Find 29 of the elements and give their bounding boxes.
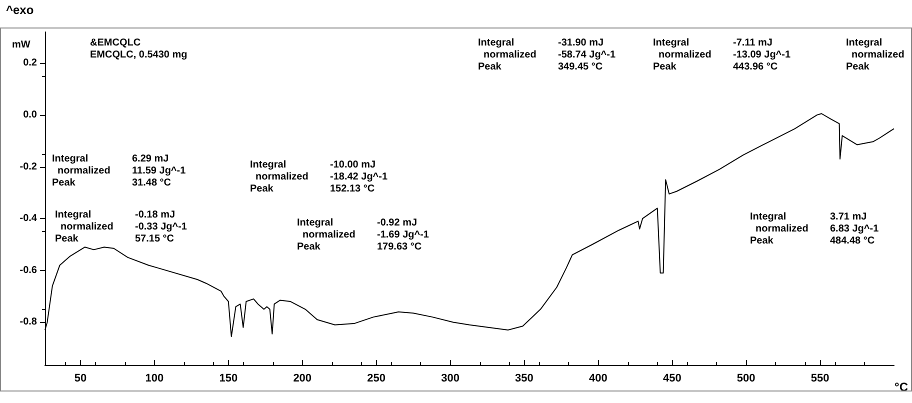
text: Integral -0.92 mJ normalized -1.69 Jg^-1 Peak 179.63 °C bbox=[297, 218, 429, 252]
x-tick-label: 150 bbox=[219, 372, 238, 384]
x-tick-label: 450 bbox=[662, 372, 682, 384]
y-tick-label: -0.4 bbox=[20, 213, 38, 224]
y-tick-label: 0.2 bbox=[23, 58, 38, 69]
x-tick-label: 50 bbox=[74, 372, 87, 384]
x-tick-label: 200 bbox=[293, 372, 312, 384]
text: Integral -10.00 mJ normalized -18.42 Jg^-1 Peak 152.13 °C bbox=[250, 160, 388, 194]
y-tick-label: 0.0 bbox=[23, 109, 38, 120]
x-tick-label: 350 bbox=[515, 372, 534, 384]
annotation: &EMCQLC EMCQLC, 0.5430 mg bbox=[90, 38, 188, 60]
x-tick-label: 100 bbox=[145, 372, 164, 384]
x-tick-label: 300 bbox=[441, 372, 460, 384]
text: Integral -7.11 mJ normalized -13.09 Jg^-1 Peak 443.96 °C bbox=[653, 38, 791, 72]
text: Integral 3.71 mJ normalized 6.83 Jg^-1 Peak 484.48 °C bbox=[750, 212, 879, 246]
x-tick-label: 550 bbox=[810, 372, 830, 384]
text: Integral 6.29 mJ normalized 11.59 Jg^-1 Peak 31.48 °C bbox=[52, 154, 186, 188]
text: Integral -31.90 mJ normalized -58.74 Jg^-1 Peak 349.45 °C bbox=[478, 38, 616, 72]
x-tick-label: 400 bbox=[589, 372, 608, 384]
text: Integral -0.18 mJ normalized -0.33 Jg^-1 Peak 57.15 °C bbox=[55, 210, 187, 244]
x-axis-title: °C bbox=[894, 380, 908, 394]
text: ^exo bbox=[6, 3, 34, 17]
x-tick-label: 250 bbox=[367, 372, 386, 384]
y-tick-label: -0.6 bbox=[20, 264, 38, 276]
y-tick-label: -0.8 bbox=[20, 316, 38, 328]
y-axis-title: mW bbox=[12, 40, 31, 50]
annotation: Integral normalized Peak bbox=[846, 38, 904, 72]
y-tick-label: -0.2 bbox=[20, 161, 38, 172]
x-tick-label: 500 bbox=[736, 372, 756, 384]
